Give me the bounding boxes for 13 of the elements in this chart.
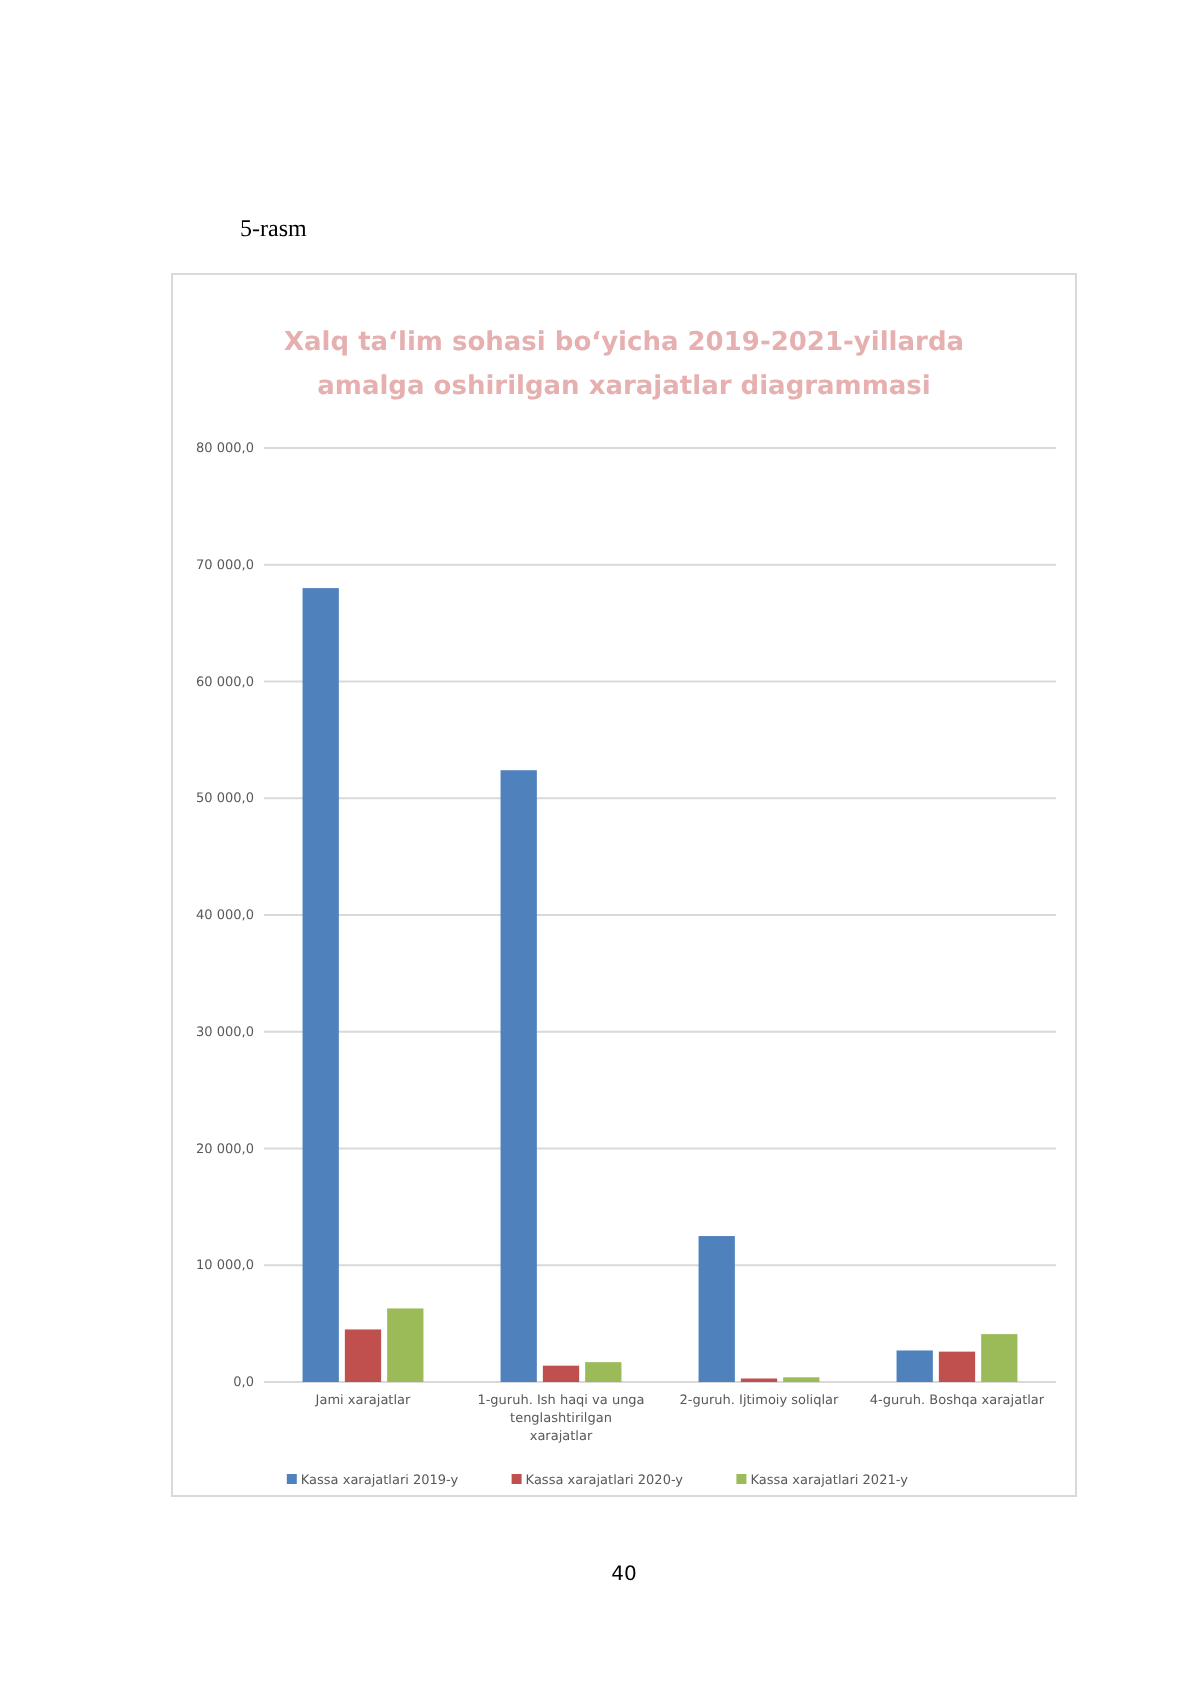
bar [344, 1329, 382, 1382]
bar [585, 1362, 622, 1382]
bar [698, 1236, 735, 1382]
text: 40 [611, 1564, 637, 1586]
text: 5-rasm [240, 214, 308, 242]
chart-title: Xalq ta‘lim sohasi bo‘yicha 2019-2021-yillarda amalga oshirilgan xarajatlar diagrammasi [283, 328, 965, 402]
bar [500, 770, 537, 1382]
bar [302, 588, 339, 1382]
bar [542, 1365, 580, 1382]
bar [896, 1350, 933, 1382]
bar [938, 1351, 976, 1382]
bar [981, 1334, 1018, 1382]
bar [387, 1308, 424, 1382]
